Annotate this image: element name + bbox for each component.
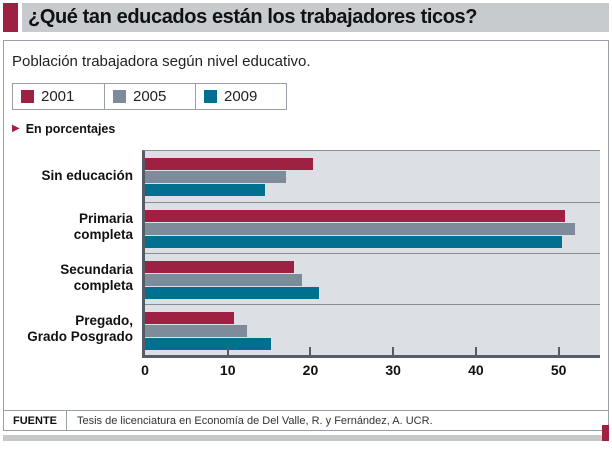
legend-label: 2001 <box>41 88 75 105</box>
category-label: Primaria completa <box>73 210 133 242</box>
legend-swatch-2009 <box>204 90 217 103</box>
category-bars-row <box>145 304 600 355</box>
bar-2009-pregado-grado-posgrado <box>145 338 271 350</box>
bar-2009-primaria-completa <box>145 236 562 248</box>
category-bars-row <box>145 151 600 202</box>
category-label: Pregado, Grado Posgrado <box>27 312 133 344</box>
bar-2001-secundaria-completa <box>145 261 294 273</box>
x-axis-tick-label: 10 <box>219 362 236 378</box>
bar-2009-sin-educaci-n <box>145 184 265 196</box>
chart-panel: Población trabajadora según nivel educat… <box>3 40 609 411</box>
bar-2009-secundaria-completa <box>145 287 319 299</box>
bar-2001-sin-educaci-n <box>145 158 313 170</box>
legend-item-2001: 2001 <box>13 84 104 109</box>
source-label: FUENTE <box>4 411 67 430</box>
bar-2001-pregado-grado-posgrado <box>145 312 234 324</box>
title-strip: ¿Qué tan educados están los trabajadores… <box>22 3 609 32</box>
infographic-page: ¿Qué tan educados están los trabajadores… <box>3 3 609 441</box>
source-bar: FUENTE Tesis de licenciatura en Economía… <box>3 410 609 431</box>
plot-area <box>142 150 600 358</box>
category-label: Sin educación <box>41 167 133 183</box>
bar-2005-primaria-completa <box>145 223 576 235</box>
bottom-strip <box>3 425 609 441</box>
x-axis-tick-label: 20 <box>302 362 319 378</box>
legend-item-2009: 2009 <box>195 84 286 109</box>
category-labels-column: Sin educación Primaria completa Secundaria… <box>12 150 142 358</box>
page-title: ¿Qué tan educados están los trabajadores… <box>28 6 478 28</box>
arrow-right-icon: ▶ <box>12 123 20 134</box>
bar-2005-pregado-grado-posgrado <box>145 325 247 337</box>
bar-chart: Sin educación Primaria completa Secundaria… <box>12 150 600 358</box>
bar-2005-secundaria-completa <box>145 274 303 286</box>
category-bars-row <box>145 253 600 304</box>
category-label: Secundaria completa <box>60 261 133 293</box>
unit-note-text: En porcentajes <box>25 122 116 136</box>
title-bar: ¿Qué tan educados están los trabajadores… <box>3 3 609 32</box>
unit-note: ▶ En porcentajes <box>12 122 600 136</box>
plot-area-wrap <box>142 150 600 358</box>
title-accent-square <box>3 3 18 32</box>
legend-item-2005: 2005 <box>104 84 195 109</box>
bar-2001-primaria-completa <box>145 210 566 222</box>
source-text: Tesis de licenciatura en Economía de Del… <box>77 414 433 427</box>
legend-swatch-2005 <box>113 90 126 103</box>
bar-2005-sin-educaci-n <box>145 171 286 183</box>
category-bars-row <box>145 202 600 253</box>
x-axis-tick-label: 50 <box>550 362 567 378</box>
chart-subtitle: Población trabajadora según nivel educat… <box>12 53 311 70</box>
x-axis-tick-label: 0 <box>141 362 149 378</box>
legend-label: 2005 <box>133 88 167 105</box>
legend-swatch-2001 <box>21 90 34 103</box>
x-axis-tick-label: 30 <box>385 362 401 378</box>
legend-label: 2009 <box>224 88 258 105</box>
x-axis-tick-label: 40 <box>468 362 484 378</box>
legend: 2001 2005 2009 <box>12 83 287 110</box>
x-axis-labels: 0 10 20 30 40 50 <box>141 358 600 384</box>
bottom-accent-square <box>602 425 609 441</box>
